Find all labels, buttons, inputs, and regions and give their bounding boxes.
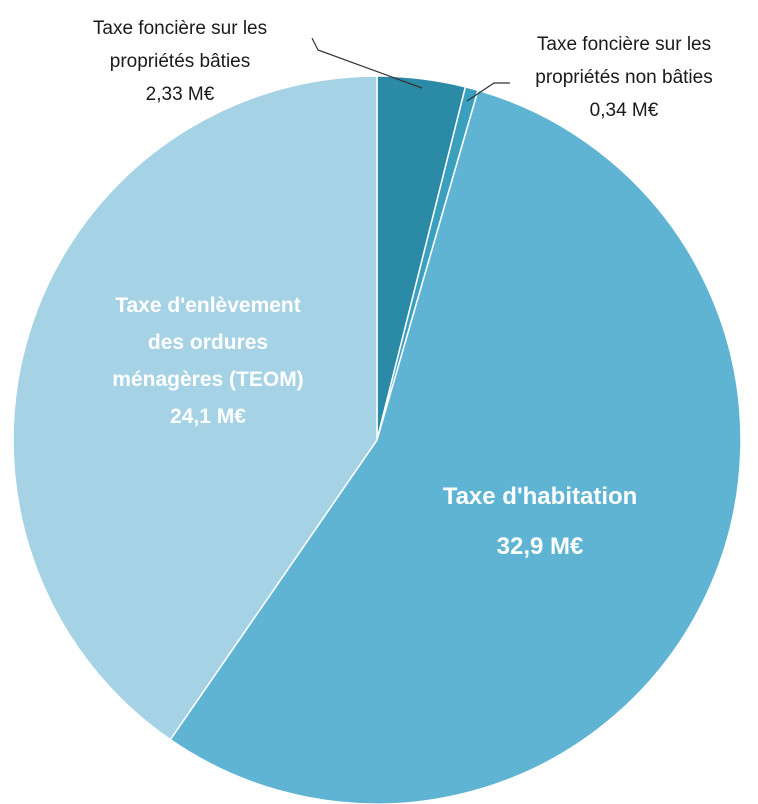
label-value: 0,34 M€ bbox=[589, 100, 659, 121]
pie bbox=[12, 75, 742, 804]
slice-label: Taxe d'enlèvement des ordures ménagères … bbox=[88, 287, 328, 435]
label-value: 2,33 M€ bbox=[145, 84, 215, 105]
pie-slice bbox=[12, 75, 378, 741]
label-name: Taxe foncière sur les propriétés bâties bbox=[92, 18, 268, 72]
label-name: Taxe foncière sur les propriétés non bât… bbox=[535, 34, 713, 88]
label-value: 24,1 M€ bbox=[170, 405, 246, 428]
leader-line bbox=[311, 37, 423, 89]
leader-line bbox=[466, 82, 510, 102]
label-name: Taxe d'habitation bbox=[442, 483, 638, 510]
pie-slice bbox=[169, 89, 742, 804]
label-name: Taxe d'enlèvement des ordures ménagères … bbox=[112, 294, 304, 391]
label-value: 32,9 M€ bbox=[496, 533, 584, 560]
slice-label: Taxe d'habitation 32,9 M€ bbox=[400, 472, 680, 572]
slice-label: Taxe foncière sur les propriétés bâties … bbox=[50, 12, 310, 111]
slice-label: Taxe foncière sur les propriétés non bât… bbox=[490, 28, 758, 127]
